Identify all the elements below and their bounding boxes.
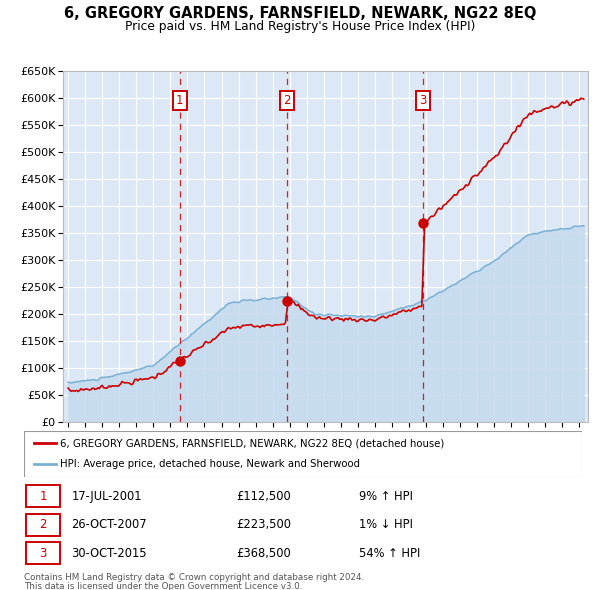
Text: 54% ↑ HPI: 54% ↑ HPI (359, 547, 420, 560)
Text: 2: 2 (39, 518, 47, 531)
Text: 1% ↓ HPI: 1% ↓ HPI (359, 518, 413, 531)
Text: This data is licensed under the Open Government Licence v3.0.: This data is licensed under the Open Gov… (24, 582, 302, 590)
Text: 1: 1 (39, 490, 47, 503)
Text: Price paid vs. HM Land Registry's House Price Index (HPI): Price paid vs. HM Land Registry's House … (125, 20, 475, 33)
Text: Contains HM Land Registry data © Crown copyright and database right 2024.: Contains HM Land Registry data © Crown c… (24, 573, 364, 582)
Text: 30-OCT-2015: 30-OCT-2015 (71, 547, 147, 560)
Text: £112,500: £112,500 (236, 490, 291, 503)
Text: 1: 1 (176, 94, 184, 107)
Text: 2: 2 (283, 94, 290, 107)
Text: 6, GREGORY GARDENS, FARNSFIELD, NEWARK, NG22 8EQ (detached house): 6, GREGORY GARDENS, FARNSFIELD, NEWARK, … (60, 438, 445, 448)
FancyBboxPatch shape (26, 542, 60, 564)
Text: 3: 3 (39, 547, 47, 560)
Text: HPI: Average price, detached house, Newark and Sherwood: HPI: Average price, detached house, Newa… (60, 459, 360, 469)
Text: 9% ↑ HPI: 9% ↑ HPI (359, 490, 413, 503)
Text: £368,500: £368,500 (236, 547, 291, 560)
Text: £223,500: £223,500 (236, 518, 291, 531)
Text: 26-OCT-2007: 26-OCT-2007 (71, 518, 147, 531)
FancyBboxPatch shape (26, 514, 60, 536)
FancyBboxPatch shape (26, 486, 60, 507)
Text: 6, GREGORY GARDENS, FARNSFIELD, NEWARK, NG22 8EQ: 6, GREGORY GARDENS, FARNSFIELD, NEWARK, … (64, 6, 536, 21)
Text: 17-JUL-2001: 17-JUL-2001 (71, 490, 142, 503)
Text: 3: 3 (419, 94, 427, 107)
